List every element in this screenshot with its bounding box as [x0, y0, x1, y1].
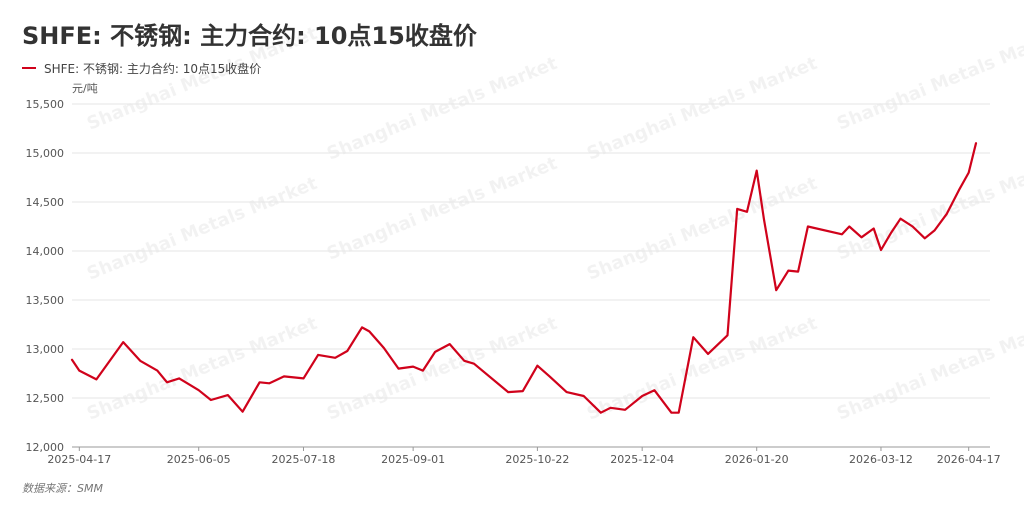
- legend-swatch: [22, 67, 36, 69]
- watermark-text: Shanghai Metals Market: [324, 153, 561, 265]
- watermark-text: Shanghai Metals Market: [584, 53, 821, 165]
- watermark-text: Shanghai Metals Market: [834, 313, 1024, 425]
- x-tick-label: 2025-10-22: [505, 453, 569, 466]
- watermark-text: Shanghai Metals Market: [584, 173, 821, 285]
- x-tick-label: 2025-04-17: [47, 453, 111, 466]
- watermark-text: Shanghai Metals Market: [84, 173, 321, 285]
- y-tick-label: 12,500: [26, 392, 65, 405]
- watermark-text: Shanghai Metals Market: [84, 23, 321, 135]
- watermark-text: Shanghai Metals Market: [584, 313, 821, 425]
- y-axis-unit: 元/吨: [72, 82, 98, 95]
- watermark-text: Shanghai Metals Market: [324, 53, 561, 165]
- x-tick-label: 2025-09-01: [381, 453, 445, 466]
- x-tick-label: 2025-12-04: [610, 453, 674, 466]
- y-tick-label: 15,500: [26, 98, 65, 111]
- y-tick-label: 14,500: [26, 196, 65, 209]
- chart-title: SHFE: 不锈钢: 主力合约: 10点15收盘价: [22, 22, 477, 50]
- x-tick-label: 2025-07-18: [272, 453, 336, 466]
- legend[interactable]: SHFE: 不锈钢: 主力合约: 10点15收盘价: [22, 60, 261, 76]
- source-note: 数据来源：SMM: [22, 482, 103, 495]
- x-tick-label: 2025-06-05: [167, 453, 231, 466]
- y-tick-label: 15,000: [26, 147, 65, 160]
- y-tick-label: 14,000: [26, 245, 65, 258]
- x-tick-label: 2026-03-12: [849, 453, 913, 466]
- legend-label: SHFE: 不锈钢: 主力合约: 10点15收盘价: [44, 61, 262, 76]
- watermark-text: Shanghai Metals Market: [84, 313, 321, 425]
- y-tick-label: 13,500: [26, 294, 65, 307]
- series-line: [70, 142, 978, 414]
- y-tick-label: 13,000: [26, 343, 65, 356]
- y-tick-label: 12,000: [26, 441, 65, 454]
- watermark-text: Shanghai Metals Market: [834, 153, 1024, 265]
- x-tick-label: 2026-01-20: [725, 453, 789, 466]
- watermark-text: Shanghai Metals Market: [834, 23, 1024, 135]
- x-tick-label: 2026-04-17: [937, 453, 1001, 466]
